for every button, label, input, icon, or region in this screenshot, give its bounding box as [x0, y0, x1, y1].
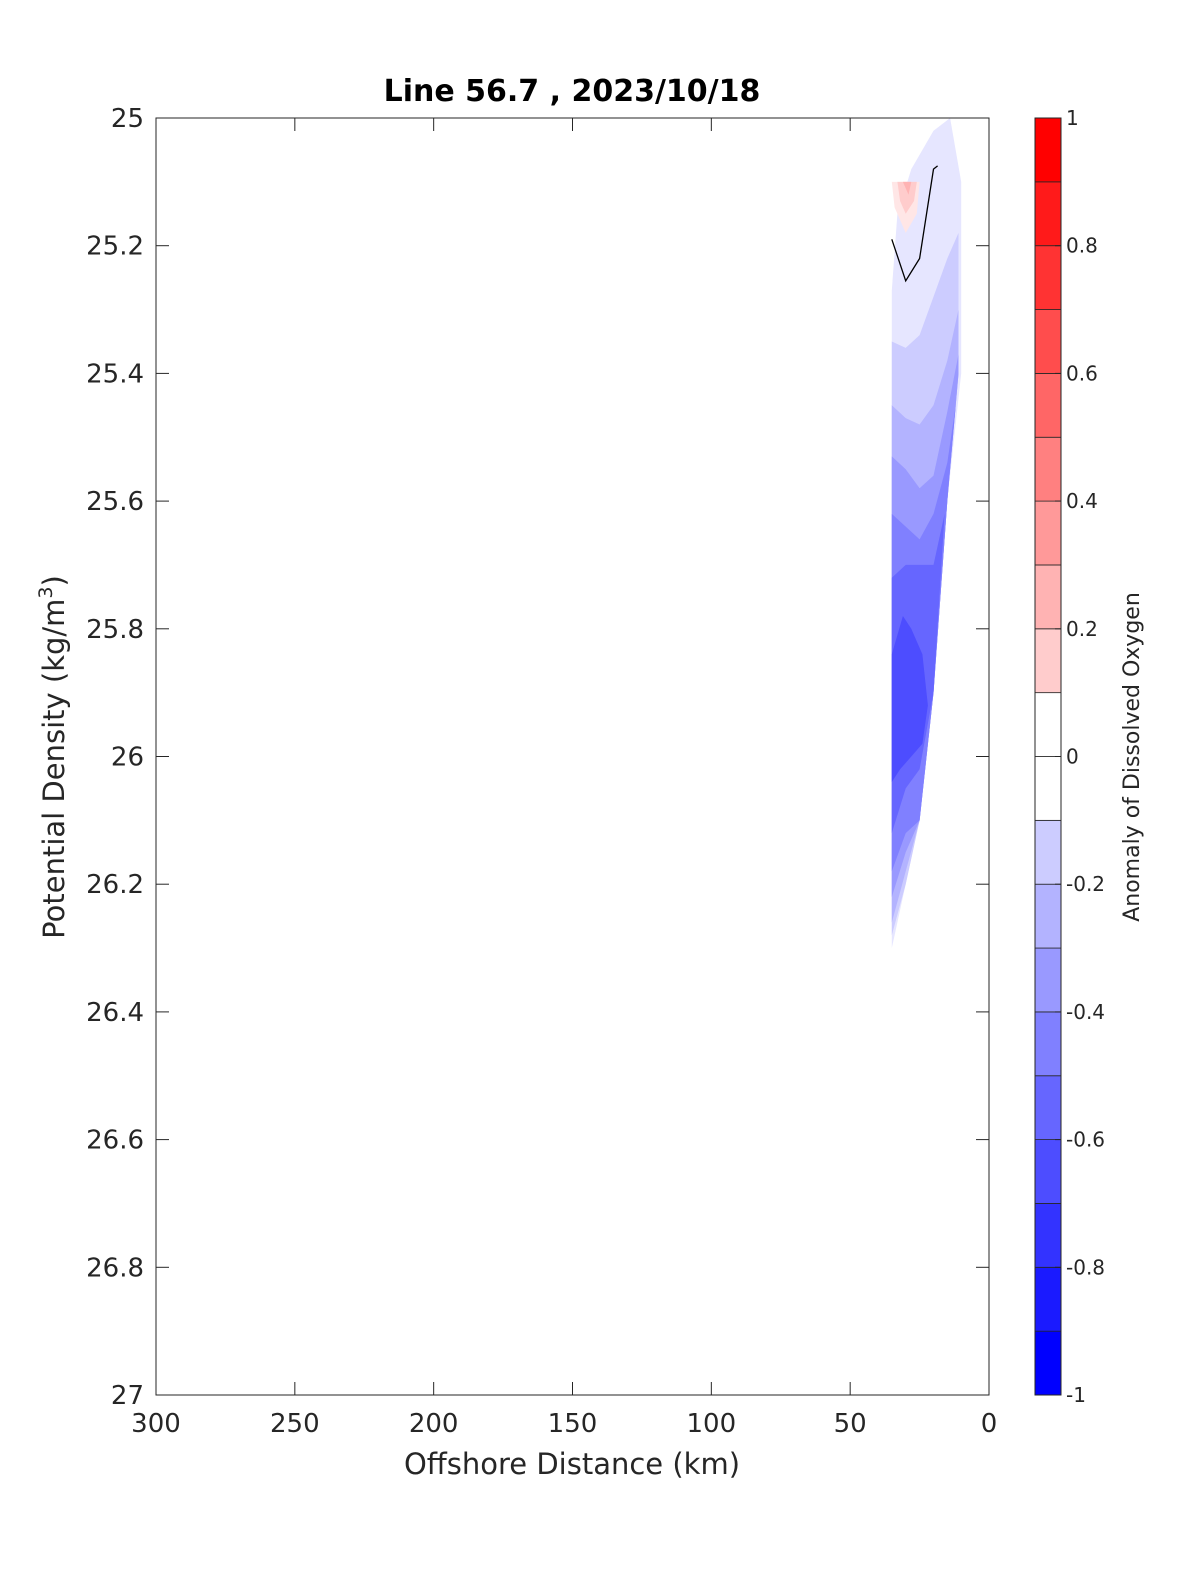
y-tick-label: 25 [111, 104, 144, 134]
y-tick-label: 26.6 [86, 1126, 144, 1156]
colorbar: 1 0.8 0.6 0.4 0.2 0 -0.2 -0.4 -0.6 -0.8 -1 [1034, 106, 1105, 1407]
x-tick-label: 150 [548, 1409, 598, 1439]
x-tick-label: 250 [270, 1409, 320, 1439]
x-tick-label: 200 [409, 1409, 459, 1439]
colorbar-segment [1034, 245, 1062, 310]
colorbar-segment [1034, 309, 1062, 374]
colorbar-segment [1034, 947, 1062, 1013]
colorbar-segment [1034, 1330, 1062, 1396]
y-axis-label-close: ) [37, 575, 71, 586]
colorbar-segment [1034, 1139, 1062, 1204]
colorbar-segment [1034, 372, 1062, 438]
y-tick-label: 25.8 [86, 615, 144, 645]
x-tick-label: 50 [834, 1409, 867, 1439]
colorbar-tick-label: 0 [1066, 745, 1079, 769]
y-tick-label: 25.2 [86, 232, 144, 262]
y-tick-label: 26 [111, 743, 144, 773]
contour-line-zero [891, 165, 938, 283]
colorbar-segment [1034, 117, 1062, 183]
colorbar-tick-label: 0.2 [1066, 617, 1098, 641]
colorbar-tick-label: 0.6 [1066, 361, 1098, 385]
axes: 300 250 200 150 100 50 0 25 25.2 25.4 25.6 25.8 26 26… [86, 104, 997, 1439]
plot-area [156, 118, 989, 1395]
colorbar-tick-label: -0.2 [1066, 872, 1105, 896]
contour-fill-region [891, 616, 928, 782]
y-tick-label: 25.4 [86, 359, 144, 389]
colorbar-segment [1034, 1203, 1062, 1268]
x-tick-label: 0 [981, 1409, 998, 1439]
colorbar-segment [1034, 819, 1062, 885]
colorbar-tick-label: 0.8 [1066, 234, 1098, 258]
contour-fill-region [902, 181, 912, 195]
colorbar-segment [1034, 500, 1062, 566]
x-tick-label: 100 [687, 1409, 737, 1439]
colorbar-tick-label: 0.4 [1066, 489, 1098, 513]
y-axis-label-main: Potential Density (kg/m [37, 599, 71, 939]
colorbar-segment [1034, 564, 1062, 630]
y-axis-label: Potential Density (kg/m3) [35, 575, 71, 939]
colorbar-label: Anomaly of Dissolved Oxygen [1120, 592, 1145, 922]
y-tick-label: 26.8 [86, 1253, 144, 1283]
x-axis-label: Offshore Distance (km) [404, 1447, 740, 1481]
colorbar-segment [1034, 628, 1062, 694]
y-tick-label: 26.2 [86, 870, 144, 900]
plot-background [156, 118, 989, 1395]
colorbar-tick-label: -1 [1066, 1383, 1086, 1407]
y-tick-label: 27 [111, 1381, 144, 1411]
colorbar-segment [1034, 1075, 1062, 1140]
colorbar-segment [1034, 181, 1062, 247]
colorbar-segment [1034, 1266, 1062, 1332]
chart-title: Line 56.7 , 2023/10/18 [384, 74, 761, 109]
colorbar-segment [1034, 692, 1062, 757]
colorbar-tick-label: -0.4 [1066, 1000, 1105, 1024]
x-tick-label: 300 [131, 1409, 181, 1439]
contour-fill-region [897, 181, 917, 214]
colorbar-tick-label: 1 [1066, 106, 1079, 130]
colorbar-segment [1034, 436, 1062, 502]
colorbar-tick-label: -0.8 [1066, 1255, 1105, 1279]
colorbar-tick-label: -0.6 [1066, 1128, 1105, 1152]
y-tick-label: 25.6 [86, 487, 144, 517]
colorbar-segment [1034, 756, 1062, 821]
colorbar-segment [1034, 883, 1062, 949]
y-tick-label: 26.4 [86, 998, 144, 1028]
colorbar-segment [1034, 1011, 1062, 1077]
y-axis-label-superscript: 3 [35, 586, 57, 598]
